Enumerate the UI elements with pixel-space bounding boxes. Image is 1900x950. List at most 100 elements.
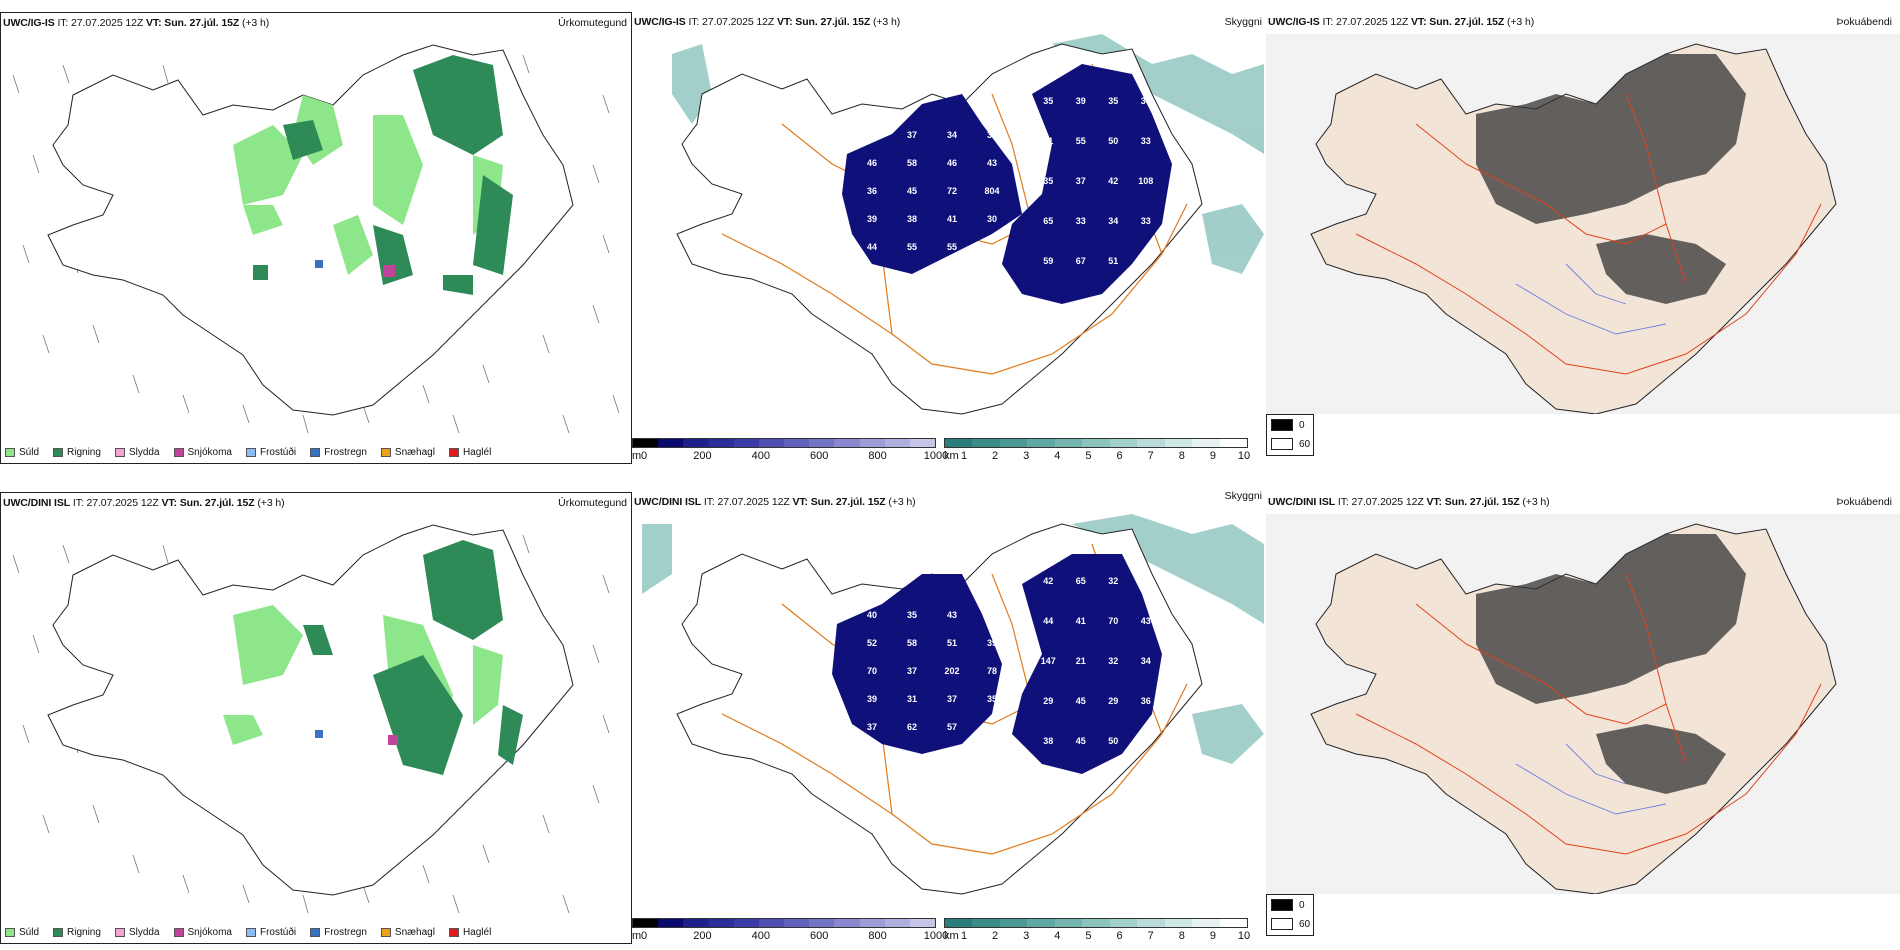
cloud-base-value: 65 xyxy=(1043,216,1053,226)
colorbar-segment xyxy=(884,439,910,447)
colorbar-tick-label: 8 xyxy=(1178,450,1185,462)
colorbar-segment xyxy=(859,439,885,447)
cloud-base-value: 45 xyxy=(907,186,917,196)
cloud-base-value: 39 xyxy=(867,214,877,224)
legend-item-snaehagl: Snæhagl xyxy=(380,447,435,458)
legend-swatch xyxy=(114,448,125,457)
colorbar-segment xyxy=(1109,439,1138,447)
cloud-base-value: 72 xyxy=(947,186,957,196)
colorbar-segment xyxy=(658,439,684,447)
cloud-base-value: 30 xyxy=(987,214,997,224)
cloud-base-value: 44 xyxy=(1043,616,1053,626)
colorbar-segment xyxy=(683,439,709,447)
fog-indicator-areas xyxy=(1476,54,1746,304)
colorbar-segment xyxy=(1192,919,1220,927)
fog-legend-light xyxy=(1271,438,1293,450)
cloud-base-value: 43 xyxy=(987,158,997,168)
legend-swatch xyxy=(173,448,184,457)
legend-swatch xyxy=(245,448,256,457)
road-network xyxy=(1355,573,1822,855)
cloud-field-name: Skyggni xyxy=(1224,16,1262,28)
cloud-base-value: 21 xyxy=(1076,656,1086,666)
colorbar-tick-label: 1 xyxy=(960,450,968,462)
colorbar-segment xyxy=(633,439,659,447)
legend-item-haglel: Haglél xyxy=(448,927,491,938)
cloud-base-value: 30 xyxy=(867,130,877,140)
colorbar-segment xyxy=(1109,919,1138,927)
fog-legend-dark xyxy=(1271,899,1293,911)
precip-field-name: Úrkomutegund xyxy=(558,497,627,509)
cloud-base-value: 59 xyxy=(1043,256,1053,266)
colorbar-tick-label: 0 xyxy=(640,930,648,942)
legend-item-frostregn: Frostregn xyxy=(310,927,367,938)
cloud-base-labels: 40 42 35 65 43 32 59 49 52 44 58 41 51 70 39 43 70 147 37 2… xyxy=(867,576,1151,746)
legend-item-rigning: Rigning xyxy=(53,927,101,938)
legend-item-slydda: Slydda xyxy=(114,447,160,458)
legend-swatch xyxy=(173,928,184,937)
cloudbase-colorbar xyxy=(632,438,936,448)
colorbar-segment xyxy=(658,919,684,927)
cloud-base-areas xyxy=(832,554,1162,774)
colorbar-tick-label: 7 xyxy=(1147,930,1154,942)
precip-map xyxy=(3,515,629,925)
cloud-base-value: 46 xyxy=(867,158,877,168)
freezing-rain-area xyxy=(315,730,323,738)
precip-panel-title: UWC/IG-IS IT: 27.07.2025 12Z VT: Sun. 27… xyxy=(3,17,269,29)
cloud-base-value: 70 xyxy=(867,666,877,676)
colorbar-tick-label: 7 xyxy=(1147,450,1154,462)
fog-legend: 0 60 xyxy=(1266,414,1314,456)
cloud-base-value: 45 xyxy=(1076,736,1086,746)
colorbar-segment xyxy=(1054,439,1083,447)
cloud-map: 40 42 35 65 43 32 59 49 52 44 58 41 51 70 39 43 70 147 37 2… xyxy=(632,514,1264,914)
cloud-base-value: 39 xyxy=(987,638,997,648)
cloud-base-value: 65 xyxy=(1076,576,1086,586)
colorbar-tick-label: 9 xyxy=(1209,930,1216,942)
colorbar-tick-label: 6 xyxy=(1116,450,1123,462)
cloudbase-colorbar xyxy=(632,918,936,928)
cloud-base-value: 35 xyxy=(907,610,917,620)
legend-item-frostudi: Frostúði xyxy=(245,927,296,938)
precip-map xyxy=(3,35,629,445)
cloud-panel-bottom: UWC/DINI ISL IT: 27.07.2025 12Z VT: Sun.… xyxy=(632,490,1264,944)
cloud-base-value: 35 xyxy=(1043,96,1053,106)
colorbar-segment xyxy=(809,439,835,447)
fog-panel-title: UWC/IG-IS IT: 27.07.2025 12Z VT: Sun. 27… xyxy=(1268,16,1535,28)
cloud-base-value: 40 xyxy=(867,610,877,620)
cloud-base-value: 804 xyxy=(984,186,999,196)
cloud-base-value: 45 xyxy=(1076,696,1086,706)
precip-type-legend: Súld Rigning Slydda Snjókoma Frostúði Fr… xyxy=(5,927,491,938)
fog-panel-top: UWC/IG-IS IT: 27.07.2025 12Z VT: Sun. 27… xyxy=(1266,12,1900,464)
cloud-base-value: 38 xyxy=(907,214,917,224)
colorbar-segment xyxy=(733,919,759,927)
legend-item-frostregn: Frostregn xyxy=(310,447,367,458)
colorbar-segment xyxy=(884,919,910,927)
cloud-base-value: 55 xyxy=(947,242,957,252)
colorbar-tick-label: 1000 xyxy=(923,450,949,462)
colorbar-tick-label: 600 xyxy=(810,450,829,462)
cloud-base-value: 67 xyxy=(1076,256,1086,266)
legend-item-snaehagl: Snæhagl xyxy=(380,927,435,938)
colorbar-segment xyxy=(1082,919,1110,927)
cloud-base-value: 36 xyxy=(1141,96,1151,106)
colorbar-segment xyxy=(758,919,785,927)
colorbar-tick-label: 600 xyxy=(810,930,829,942)
colorbar-segment xyxy=(909,439,936,447)
legend-item-rigning: Rigning xyxy=(53,447,101,458)
colorbar-segment xyxy=(1082,439,1110,447)
colorbar-segment xyxy=(1027,439,1055,447)
colorbar-segment xyxy=(708,439,734,447)
legend-item-sulda: Súld xyxy=(5,927,39,938)
colorbar-tick-label: 8 xyxy=(1178,930,1185,942)
colorbar-segment xyxy=(708,919,734,927)
fog-legend-dark xyxy=(1271,419,1293,431)
colorbar-tick-label: 4 xyxy=(1054,450,1061,462)
colorbar-tick-label: 400 xyxy=(751,930,770,942)
colorbar-tick-label: 10 xyxy=(1237,450,1251,462)
model-name: UWC/IG-IS xyxy=(3,17,55,29)
legend-swatch xyxy=(448,928,459,937)
colorbar-tick-label: 3 xyxy=(1023,450,1030,462)
colorbar-segment xyxy=(1137,919,1165,927)
cloud-base-value: 44 xyxy=(867,242,877,252)
cloud-base-value: 36 xyxy=(1141,696,1151,706)
cloud-base-value: 202 xyxy=(944,666,959,676)
